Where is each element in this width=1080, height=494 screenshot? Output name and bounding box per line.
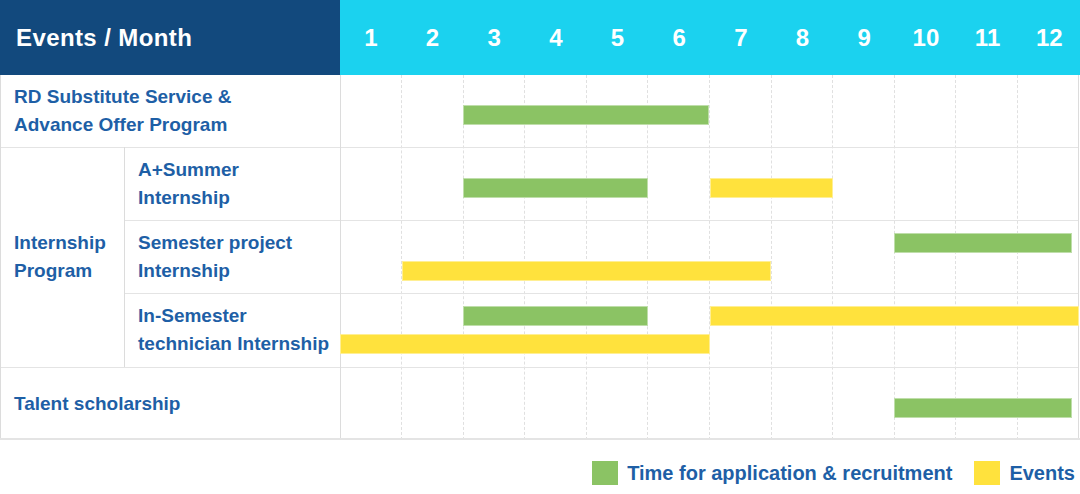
row-label-line: A+Summer	[138, 156, 334, 184]
events-swatch-icon	[974, 461, 1000, 485]
month-header-cell: 1	[340, 0, 402, 75]
gantt-bar-event	[340, 334, 710, 354]
row-label-line: technician Internship	[138, 330, 334, 358]
gantt-chart: Events / Month 123456789101112 RD Substi…	[0, 0, 1080, 494]
row-label-line: Semester project	[138, 229, 334, 257]
row-label-talent-scholarship: Talent scholarship	[14, 367, 334, 440]
month-header-cell: 12	[1018, 0, 1080, 75]
month-header-row: 123456789101112	[340, 0, 1080, 75]
gantt-bar-recruitment	[463, 306, 648, 326]
group-label-line: Program	[14, 257, 120, 285]
row-label-line: Internship	[138, 257, 334, 285]
row-label-in-semester-technician-internship: In-Semestertechnician Internship	[138, 293, 334, 367]
table-left-border	[0, 75, 1, 440]
month-gridline	[401, 75, 402, 440]
gantt-bar-recruitment	[463, 105, 709, 125]
month-gridline	[586, 75, 587, 440]
group-label-line: Internship	[14, 229, 120, 257]
gantt-bar-event	[710, 306, 1080, 326]
row-label-a-plus-summer-internship: A+SummerInternship	[138, 147, 334, 220]
month-header-cell: 7	[710, 0, 772, 75]
month-header-cell: 11	[957, 0, 1019, 75]
group-label-internship-program: InternshipProgram	[14, 147, 120, 367]
gantt-bar-recruitment	[894, 233, 1072, 253]
month-gridline	[894, 75, 895, 440]
legend-label-events: Events	[1009, 462, 1075, 485]
month-gridline	[463, 75, 464, 440]
row-label-line: Internship	[138, 184, 334, 212]
legend: Time for application & recruitment Event…	[592, 452, 1075, 494]
month-gridline	[771, 75, 772, 440]
legend-item-events: Events	[974, 461, 1075, 485]
legend-item-recruitment: Time for application & recruitment	[592, 461, 952, 485]
legend-label-recruitment: Time for application & recruitment	[627, 462, 952, 485]
recruitment-swatch-icon	[592, 461, 618, 485]
month-gridline	[709, 75, 710, 440]
row-label-line: RD Substitute Service &	[14, 83, 334, 111]
gantt-bar-event	[710, 178, 833, 198]
gantt-bar-recruitment	[463, 178, 648, 198]
month-header-cell: 6	[648, 0, 710, 75]
month-header-cell: 9	[833, 0, 895, 75]
gantt-bar-event	[402, 261, 772, 281]
month-gridline	[647, 75, 648, 440]
month-gridline	[832, 75, 833, 440]
month-header-cell: 2	[402, 0, 464, 75]
label-divider	[340, 75, 341, 440]
month-gridline	[1017, 75, 1018, 440]
month-gridline	[524, 75, 525, 440]
month-header-cell: 5	[587, 0, 649, 75]
month-header-cell: 10	[895, 0, 957, 75]
month-header-cell: 8	[772, 0, 834, 75]
table-right-border	[1078, 75, 1079, 440]
row-label-semester-project-internship: Semester projectInternship	[138, 220, 334, 293]
month-header-cell: 4	[525, 0, 587, 75]
gantt-bar-recruitment	[894, 398, 1072, 418]
header-title: Events / Month	[16, 24, 192, 52]
row-label-rd-substitute-service: RD Substitute Service &Advance Offer Pro…	[14, 75, 334, 147]
header-events-month: Events / Month	[0, 0, 340, 75]
month-gridline	[955, 75, 956, 440]
row-label-line: In-Semester	[138, 302, 334, 330]
sub-label-divider	[124, 147, 125, 367]
month-header-cell: 3	[463, 0, 525, 75]
row-label-line: Talent scholarship	[14, 390, 334, 418]
row-label-line: Advance Offer Program	[14, 111, 334, 139]
